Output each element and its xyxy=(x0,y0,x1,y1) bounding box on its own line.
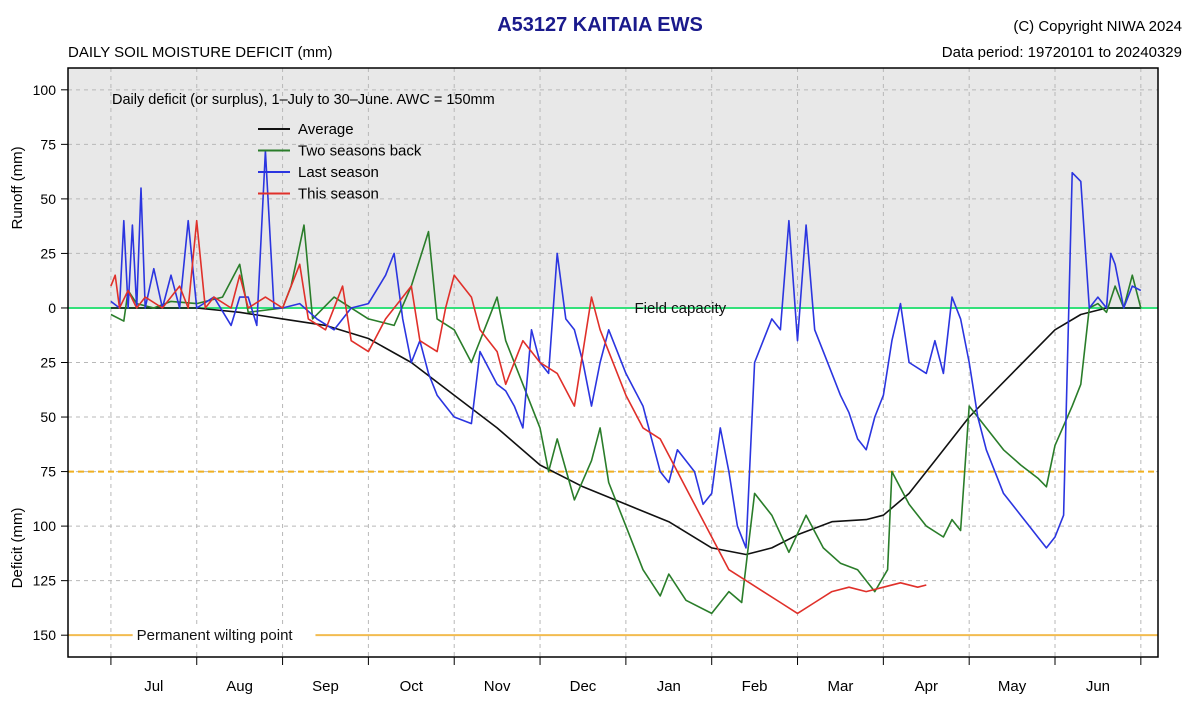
chart-note: Daily deficit (or surplus), 1–July to 30… xyxy=(112,92,495,108)
x-tick-label: Dec xyxy=(570,678,597,695)
reference-label: Field capacity xyxy=(634,300,726,317)
y-tick-label: 50 xyxy=(40,409,56,425)
deficit-zone xyxy=(68,307,1158,657)
x-tick-label: Sep xyxy=(312,678,339,695)
x-tick-label: Apr xyxy=(915,678,938,695)
reference-label-backing xyxy=(132,626,316,645)
y-tick-label: 150 xyxy=(33,627,57,643)
series-line-two-seasons-back xyxy=(110,224,1142,615)
x-tick-label: Oct xyxy=(400,678,424,695)
series-line-last-season xyxy=(110,150,1142,549)
chart-subtitle: DAILY SOIL MOISTURE DEFICIT (mm) xyxy=(68,44,333,61)
y-tick-label: 100 xyxy=(33,518,57,534)
reference-label: Permanent wilting point xyxy=(137,627,294,644)
chart-title: A53127 KAITAIA EWS xyxy=(497,14,703,36)
runoff-zone xyxy=(68,68,1158,308)
x-tick-label: Jun xyxy=(1086,678,1110,695)
legend-entry: Average xyxy=(298,121,354,138)
y-tick-label: 75 xyxy=(40,464,56,480)
x-tick-label: Feb xyxy=(742,678,768,695)
y-tick-label: 25 xyxy=(40,355,56,371)
series-line-this-season xyxy=(110,219,927,615)
y-tick-label: 100 xyxy=(33,82,57,98)
y-axis-label-deficit: Deficit (mm) xyxy=(9,508,26,589)
x-tick-label: Jan xyxy=(657,678,681,695)
data-period: Data period: 19720101 to 20240329 xyxy=(941,44,1182,61)
y-tick-label: 25 xyxy=(40,245,56,261)
copyright-notice: (C) Copyright NIWA 2024 xyxy=(1013,18,1182,35)
legend-entry: This season xyxy=(298,186,379,203)
y-tick-label: 125 xyxy=(33,573,57,589)
x-tick-label: Mar xyxy=(828,678,854,695)
legend-entry: Last season xyxy=(298,164,379,181)
x-tick-label: Aug xyxy=(226,678,253,695)
y-tick-label: 0 xyxy=(48,300,56,316)
y-tick-label: 50 xyxy=(40,191,56,207)
x-tick-label: Nov xyxy=(484,678,511,695)
x-tick-label: Jul xyxy=(144,678,163,695)
y-axis-label-runoff: Runoff (mm) xyxy=(9,146,26,229)
x-tick-label: May xyxy=(998,678,1027,695)
legend-entry: Two seasons back xyxy=(298,143,422,160)
series-line-average xyxy=(110,307,1141,556)
y-tick-label: 75 xyxy=(40,136,56,152)
